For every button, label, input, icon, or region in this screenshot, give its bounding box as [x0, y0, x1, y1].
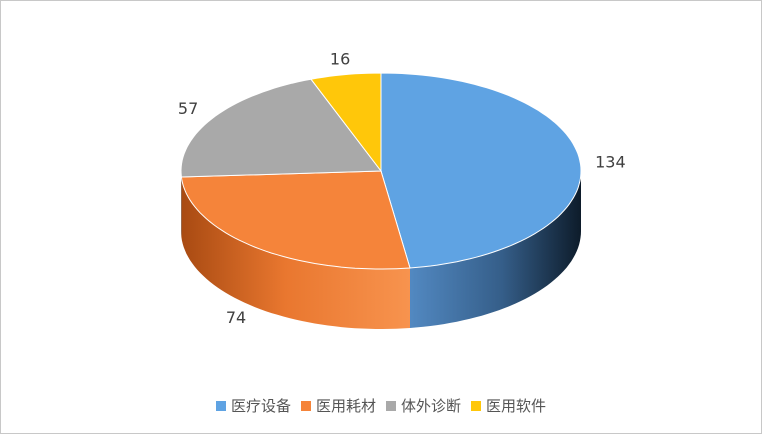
- legend-label: 医用软件: [486, 397, 547, 415]
- data-label: 74: [226, 308, 246, 327]
- legend-swatch: [300, 400, 311, 411]
- pie-side: [181, 177, 410, 329]
- data-label: 134: [595, 152, 626, 171]
- pie-slice: [180, 170, 411, 270]
- legend-item: 医用耗材: [300, 395, 376, 416]
- pie-slice: [180, 78, 382, 178]
- legend: 医疗设备 医用耗材 体外诊断 医用软件: [1, 395, 761, 416]
- pie-slice: [310, 72, 382, 173]
- legend-swatch: [215, 400, 226, 411]
- data-label: 16: [330, 50, 350, 69]
- legend-label: 医疗设备: [230, 397, 291, 415]
- legend-label: 医用耗材: [315, 397, 376, 415]
- legend-item: 医疗设备: [215, 395, 291, 416]
- data-label: 57: [178, 99, 198, 118]
- pie-side: [410, 171, 581, 328]
- legend-item: 体外诊断: [386, 395, 461, 416]
- legend-swatch: [386, 400, 396, 411]
- legend-label: 体外诊断: [401, 397, 462, 415]
- pie-area: Joinchain134745716: [178, 50, 626, 329]
- legend-swatch: [471, 400, 482, 411]
- pie-slice: [380, 72, 582, 269]
- legend-item: 医用软件: [471, 395, 546, 416]
